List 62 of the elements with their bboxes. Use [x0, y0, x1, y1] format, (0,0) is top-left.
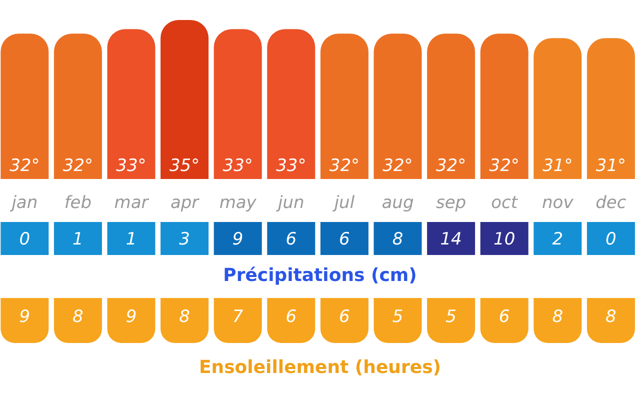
- bar: [480, 34, 528, 179]
- data-label: 8: [72, 307, 84, 327]
- x-tick-label: jan: [10, 193, 38, 213]
- data-label: 32°: [329, 156, 360, 176]
- bar: [54, 34, 102, 179]
- data-label: 1: [126, 230, 137, 250]
- data-label: 6: [339, 307, 350, 327]
- data-label: 32°: [10, 156, 40, 176]
- data-label: 14: [440, 230, 462, 250]
- x-tick-label: sep: [436, 193, 466, 213]
- data-label: 8: [179, 307, 190, 327]
- data-label: 5: [446, 307, 456, 327]
- data-label: 33°: [276, 156, 306, 176]
- data-label: 6: [286, 230, 297, 250]
- data-label: 8: [606, 307, 617, 327]
- data-label: 8: [392, 230, 404, 250]
- data-label: 33°: [116, 156, 146, 176]
- x-tick-label: apr: [170, 193, 200, 213]
- data-label: 9: [19, 307, 30, 327]
- data-label: 32°: [382, 156, 413, 176]
- x-tick-label: dec: [596, 193, 627, 213]
- data-label: 9: [232, 230, 244, 250]
- data-label: 31°: [542, 156, 573, 176]
- x-tick-label: nov: [542, 193, 574, 213]
- data-label: 32°: [436, 156, 466, 176]
- data-label: 6: [339, 230, 350, 250]
- bar: [160, 20, 209, 179]
- data-label: 6: [286, 307, 297, 327]
- data-label: 35°: [169, 156, 200, 176]
- bar: [586, 38, 635, 179]
- data-label: 7: [232, 307, 244, 327]
- data-label: 1: [72, 230, 84, 250]
- text: Ensoleillement (heures): [198, 357, 442, 378]
- data-label: 0: [606, 230, 616, 250]
- text: Précipitations (cm): [223, 265, 417, 286]
- data-label: 8: [552, 307, 564, 327]
- data-label: 5: [392, 307, 404, 327]
- data-label: 6: [498, 307, 510, 327]
- bar: [427, 34, 476, 179]
- bar: [374, 34, 422, 179]
- data-label: 2: [552, 230, 564, 250]
- x-tick-label: jul: [332, 193, 355, 213]
- x-tick-label: aug: [382, 193, 414, 213]
- data-label: 32°: [489, 156, 520, 176]
- x-tick-label: feb: [64, 193, 92, 213]
- bar: [0, 34, 49, 179]
- bar: [267, 29, 316, 179]
- data-label: 3: [179, 230, 190, 250]
- x-tick-label: mar: [114, 193, 150, 213]
- x-tick-label: jun: [276, 193, 304, 213]
- bar: [214, 29, 262, 179]
- x-tick-label: oct: [491, 193, 519, 213]
- data-label: 10: [494, 230, 516, 250]
- data-label: 33°: [222, 156, 253, 176]
- bar: [320, 34, 368, 179]
- data-label: 31°: [596, 156, 626, 176]
- data-label: 32°: [62, 156, 94, 176]
- data-label: 9: [126, 307, 137, 327]
- bar: [534, 38, 582, 179]
- data-label: 0: [19, 230, 30, 250]
- bar: [107, 29, 156, 179]
- x-tick-label: may: [219, 193, 258, 213]
